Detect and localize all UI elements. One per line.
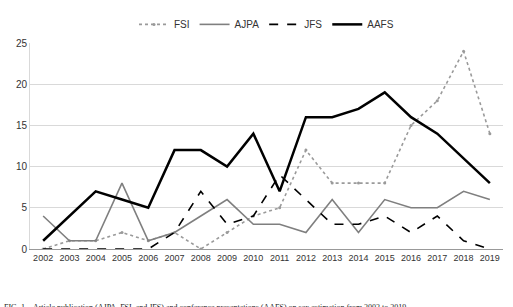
svg-text:2006: 2006: [138, 253, 158, 263]
svg-text:10: 10: [16, 161, 28, 172]
svg-text:2019: 2019: [480, 253, 500, 263]
svg-text:25: 25: [16, 38, 28, 49]
svg-text:2016: 2016: [401, 253, 421, 263]
svg-text:2003: 2003: [59, 253, 79, 263]
svg-text:2014: 2014: [348, 253, 368, 263]
svg-text:20: 20: [16, 79, 28, 90]
svg-text:JFS: JFS: [304, 19, 322, 30]
svg-text:2012: 2012: [296, 253, 316, 263]
svg-text:15: 15: [16, 120, 28, 131]
svg-text:2002: 2002: [33, 253, 53, 263]
svg-text:2018: 2018: [454, 253, 474, 263]
svg-text:2010: 2010: [243, 253, 263, 263]
svg-text:2007: 2007: [165, 253, 185, 263]
svg-text:2017: 2017: [427, 253, 447, 263]
svg-text:2015: 2015: [375, 253, 395, 263]
svg-text:FIG. 1—Article publication (AJ: FIG. 1—Article publication (AJPA, FSI, a…: [4, 303, 408, 307]
svg-text:2005: 2005: [112, 253, 132, 263]
svg-text:AJPA: AJPA: [235, 19, 260, 30]
svg-text:AAFS: AAFS: [367, 19, 393, 30]
svg-text:2011: 2011: [270, 253, 289, 263]
svg-text:5: 5: [21, 202, 27, 213]
svg-text:2013: 2013: [322, 253, 342, 263]
svg-text:FSI: FSI: [174, 19, 190, 30]
svg-text:2008: 2008: [191, 253, 211, 263]
svg-text:0: 0: [21, 244, 27, 255]
svg-text:2009: 2009: [217, 253, 237, 263]
svg-text:2004: 2004: [86, 253, 106, 263]
